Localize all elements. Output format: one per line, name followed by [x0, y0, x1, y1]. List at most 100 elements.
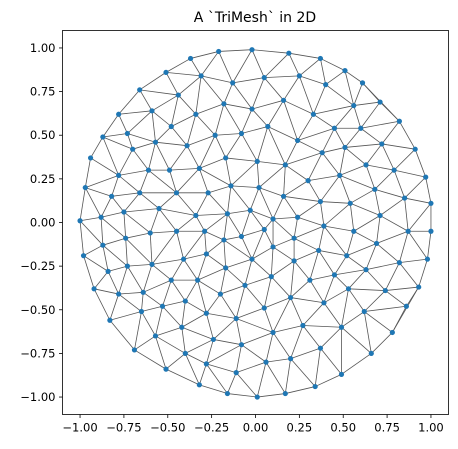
mesh-edge [205, 313, 214, 340]
mesh-edge [346, 231, 355, 256]
mesh-edge [102, 133, 128, 138]
mesh-edge [84, 157, 91, 188]
mesh-edge [83, 255, 95, 289]
mesh-edge [251, 229, 265, 260]
mesh-edge [365, 262, 400, 271]
mesh-point [342, 144, 348, 151]
mesh-edge [79, 216, 102, 222]
mesh-edge [206, 312, 237, 319]
mesh-edge [320, 201, 325, 227]
mesh-edge [302, 325, 342, 328]
x-axis: −1.00 −0.75 −0.50 −0.25 0.00 0.25 0.50 0.75 1.00 [62, 414, 444, 435]
mesh-edge [381, 143, 395, 171]
mesh-point [182, 350, 188, 357]
mesh-point [287, 294, 294, 301]
mesh-point [351, 102, 357, 109]
mesh-edge [79, 220, 104, 246]
mesh-edge [218, 49, 253, 52]
mesh-edge [344, 127, 362, 148]
mesh-edge [190, 58, 202, 77]
mesh-point [305, 178, 311, 184]
mesh-edge [198, 168, 209, 193]
mesh-edge [364, 311, 393, 333]
mesh-edge [151, 110, 172, 127]
mesh-point [295, 137, 301, 144]
x-tick-label: 0.00 [243, 421, 269, 435]
mesh-edge [309, 274, 335, 281]
mesh-point [179, 324, 185, 330]
mesh-point [247, 207, 253, 213]
mesh-point [261, 305, 267, 311]
mesh-edge [118, 114, 128, 134]
mesh-point [198, 73, 204, 79]
mesh-point [254, 394, 260, 400]
mesh-edge [320, 58, 327, 85]
mesh-edge [227, 213, 242, 237]
mesh-edge [139, 192, 160, 209]
mesh-point [416, 284, 422, 290]
mesh-edge [207, 192, 228, 215]
mesh-edge [162, 279, 172, 307]
mesh-edge [206, 344, 242, 365]
mesh-edge [158, 208, 196, 216]
mesh-edge [270, 276, 291, 298]
mesh-edge [251, 258, 272, 277]
mesh-edge [284, 140, 298, 166]
mesh-edge [272, 297, 291, 333]
mesh-edge [165, 72, 179, 96]
mesh-edge [293, 260, 311, 281]
mesh-edge [93, 288, 111, 321]
mesh-edge [314, 348, 321, 387]
mesh-point [224, 211, 231, 217]
mesh-point [168, 123, 174, 130]
mesh-point [316, 247, 322, 254]
y-tick-label: 0.00 [30, 216, 56, 230]
mesh-edge [297, 216, 325, 227]
mesh-edge [249, 210, 265, 230]
mesh-edge [371, 332, 393, 354]
mesh-edge [225, 157, 258, 162]
mesh-edge [263, 229, 274, 248]
mesh-edge [256, 362, 267, 398]
mesh-edge [404, 176, 426, 199]
mesh-edge [334, 274, 349, 290]
mesh-edge [346, 243, 377, 257]
mesh-edge [230, 185, 260, 188]
mesh-edge [125, 232, 151, 239]
mesh-edge [178, 75, 202, 96]
mesh-edge [181, 327, 186, 354]
mesh-edge [334, 255, 348, 276]
mesh-edge [313, 105, 354, 115]
mesh-edge [170, 126, 188, 146]
mesh-edge [139, 89, 153, 111]
mesh-edge [183, 258, 198, 281]
mesh-edge [271, 260, 295, 277]
mesh-edge [302, 325, 321, 349]
mesh-edge [313, 84, 327, 115]
mesh-point [261, 226, 267, 233]
mesh-edge [79, 187, 86, 221]
mesh-edge [195, 213, 228, 216]
mesh-edge [206, 253, 226, 269]
mesh-edge [198, 135, 216, 169]
mesh-edge [118, 149, 134, 176]
mesh-edge [241, 126, 268, 134]
mesh-edge [244, 259, 253, 286]
mesh-edge [307, 180, 321, 202]
mesh-point [159, 303, 166, 309]
mesh-edge [139, 169, 149, 193]
mesh-edge [404, 197, 432, 204]
mesh-point [338, 324, 345, 330]
mesh-edge [283, 100, 298, 141]
mesh-edge [257, 393, 286, 398]
x-tick-label: 0.50 [330, 421, 356, 435]
x-tick-label: 0.25 [287, 421, 313, 435]
mesh-edge [186, 134, 216, 147]
mesh-edge [323, 225, 354, 232]
mesh-edge [349, 203, 355, 232]
mesh-edge [118, 169, 149, 176]
mesh-edge [197, 279, 221, 295]
mesh-edge [293, 225, 325, 239]
mesh-edge [118, 291, 144, 295]
mesh-edge [102, 136, 133, 150]
